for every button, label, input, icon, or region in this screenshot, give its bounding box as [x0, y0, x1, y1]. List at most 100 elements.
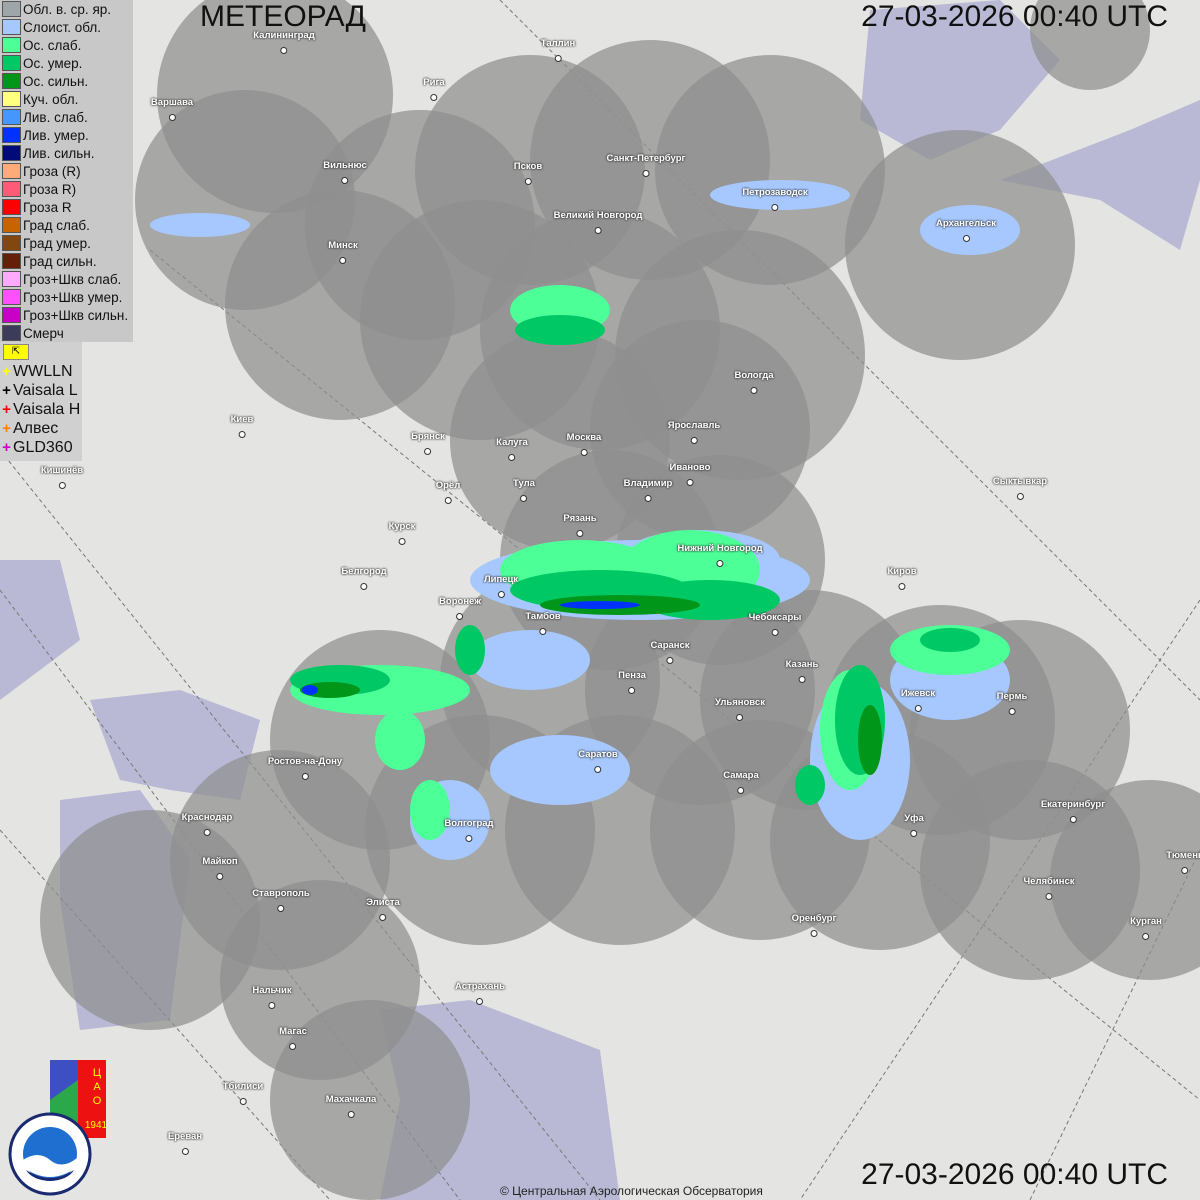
city-marker: Ижевск — [901, 688, 935, 717]
city-dot-icon — [341, 177, 349, 184]
city-dot-icon — [644, 495, 652, 502]
city-marker: Рязань — [563, 513, 597, 542]
city-name: Тула — [513, 478, 535, 489]
city-marker: Пермь — [997, 691, 1027, 720]
city-marker: Орёл — [436, 480, 460, 509]
city-dot-icon — [1181, 867, 1189, 874]
legend-label: Гроз+Шкв слаб. — [23, 271, 122, 287]
city-marker: Великий Новгород — [554, 210, 642, 239]
city-name: Варшава — [150, 97, 194, 108]
city-dot-icon — [771, 204, 779, 211]
city-name: Майкоп — [202, 856, 238, 867]
city-marker: Киев — [230, 414, 254, 443]
city-name: Волгоград — [444, 818, 494, 829]
lightning-cross-icon: + — [2, 401, 11, 418]
city-marker: Рига — [423, 77, 445, 106]
city-dot-icon — [716, 560, 724, 567]
svg-text:О: О — [93, 1095, 102, 1107]
city-name: Сыктывкар — [992, 476, 1048, 487]
cursor-arrow-icon[interactable]: ⇱ — [3, 344, 29, 360]
legend-item: Смерч — [0, 324, 133, 342]
city-name: Ульяновск — [715, 697, 765, 708]
city-dot-icon — [216, 873, 224, 880]
city-dot-icon — [594, 227, 602, 234]
city-dot-icon — [686, 479, 694, 486]
city-marker: Ставрополь — [252, 888, 310, 917]
city-name: Самара — [723, 770, 759, 781]
city-dot-icon — [289, 1043, 297, 1050]
legend-swatch — [2, 307, 21, 323]
lightning-source[interactable]: + WWLLN — [0, 362, 82, 381]
legend-swatch — [2, 199, 21, 215]
city-dot-icon — [465, 835, 473, 842]
city-dot-icon — [168, 114, 176, 121]
city-dot-icon — [280, 47, 288, 54]
lightning-source[interactable]: + Алвес — [0, 419, 82, 438]
city-dot-icon — [798, 676, 806, 683]
city-dot-icon — [277, 905, 285, 912]
legend-swatch — [2, 217, 21, 233]
city-marker: Вологда — [734, 370, 774, 399]
legend-swatch — [2, 55, 21, 71]
lightning-source[interactable]: + Vaisala L — [0, 381, 82, 400]
city-dot-icon — [737, 787, 745, 794]
lightning-source[interactable]: + Vaisala H — [0, 400, 82, 419]
legend-label: Слоист. обл. — [23, 19, 102, 35]
legend-label: Ос. умер. — [23, 55, 83, 71]
city-marker: Калининград — [253, 30, 315, 59]
city-marker: Воронеж — [439, 596, 481, 625]
city-name: Уфа — [904, 813, 924, 824]
city-dot-icon — [347, 1111, 355, 1118]
legend-item: Гроза R — [0, 198, 133, 216]
city-dot-icon — [238, 431, 246, 438]
city-marker: Майкоп — [202, 856, 238, 885]
lightning-source-label: Vaisala H — [13, 400, 81, 418]
legend-label: Град сильн. — [23, 253, 97, 269]
legend-item: Гроз+Шкв слаб. — [0, 270, 133, 288]
city-marker: Таллин — [541, 38, 575, 67]
city-dot-icon — [594, 766, 602, 773]
city-name: Иваново — [669, 462, 711, 473]
city-dot-icon — [444, 497, 452, 504]
city-marker: Ростов-на-Дону — [268, 756, 342, 785]
city-name: Саранск — [650, 640, 690, 651]
legend-item: Град слаб. — [0, 216, 133, 234]
city-marker: Варшава — [151, 97, 193, 126]
city-marker: Элиста — [366, 897, 400, 926]
legend-swatch — [2, 235, 21, 251]
city-marker: Оренбург — [792, 913, 836, 942]
legend-label: Куч. обл. — [23, 91, 79, 107]
city-name: Псков — [513, 161, 543, 172]
legend-label: Лив. слаб. — [23, 109, 88, 125]
city-name: Екатеринбург — [1040, 799, 1106, 810]
city-marker: Тамбов — [525, 611, 561, 640]
city-name: Пенза — [618, 670, 646, 681]
city-marker: Тбилиси — [223, 1081, 263, 1110]
city-name: Кишинёв — [40, 465, 84, 476]
lightning-source[interactable]: + GLD360 — [0, 438, 82, 457]
legend-item: Обл. в. ср. яр. — [0, 0, 133, 18]
city-dot-icon — [771, 629, 779, 636]
legend-label: Гроза R — [23, 199, 72, 215]
city-name: Минск — [328, 240, 358, 251]
city-marker: Минск — [328, 240, 358, 269]
city-name: Киев — [230, 414, 254, 425]
city-dot-icon — [580, 449, 588, 456]
city-name: Тамбов — [525, 611, 561, 622]
city-marker: Белгород — [341, 566, 387, 595]
city-name: Ереван — [167, 1131, 203, 1142]
legend-item: Гроз+Шкв сильн. — [0, 306, 133, 324]
city-marker: Иваново — [669, 462, 711, 491]
city-dot-icon — [524, 178, 532, 185]
city-dot-icon — [430, 94, 438, 101]
legend-item: Лив. умер. — [0, 126, 133, 144]
legend-item: Гроза R) — [0, 180, 133, 198]
city-marker: Екатеринбург — [1041, 799, 1105, 828]
city-dot-icon — [424, 448, 432, 455]
city-marker: Самара — [723, 770, 759, 799]
roshydromet-logo — [8, 1112, 92, 1196]
legend-item: Лив. слаб. — [0, 108, 133, 126]
city-marker: Киров — [887, 566, 917, 595]
city-marker: Курган — [1130, 916, 1162, 945]
